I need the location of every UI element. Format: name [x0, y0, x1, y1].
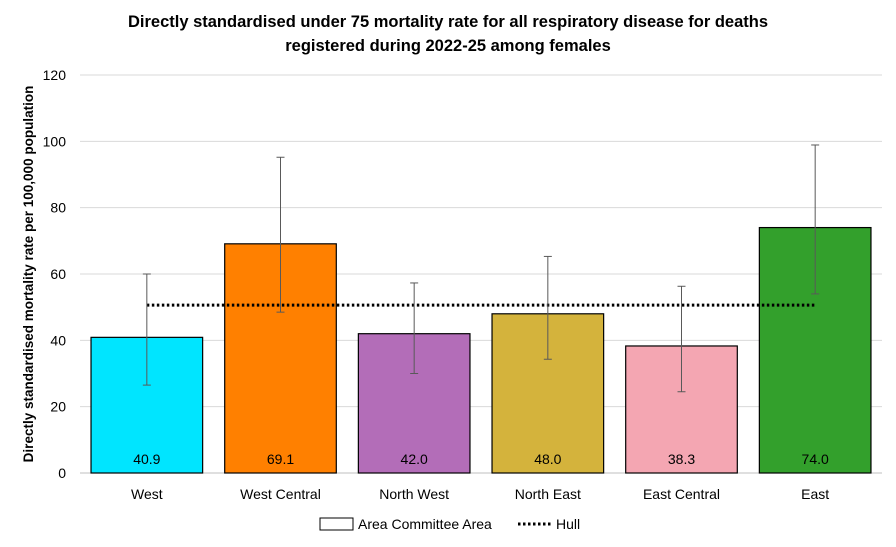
y-tick-label: 100	[43, 133, 67, 149]
data-label: 74.0	[802, 451, 829, 467]
y-tick-label: 60	[50, 266, 66, 282]
error-bars-layer	[142, 144, 820, 393]
legend: Area Committee Area Hull	[319, 516, 580, 532]
bars-layer	[90, 226, 872, 474]
x-tick-label: East Central	[643, 486, 720, 502]
data-label: 40.9	[133, 451, 160, 467]
data-label: 42.0	[401, 451, 428, 467]
data-label: 48.0	[534, 451, 561, 467]
y-tick-label: 40	[50, 332, 66, 348]
legend-swatch-area	[319, 517, 354, 531]
data-label: 38.3	[668, 451, 695, 467]
y-tick-label: 20	[50, 399, 66, 415]
x-tick-label: East	[801, 486, 829, 502]
chart-title-line-1: Directly standardised under 75 mortality…	[128, 13, 768, 31]
y-axis-label: Directly standardised mortality rate per…	[21, 86, 36, 463]
x-tick-label: North West	[379, 486, 449, 502]
y-tick-label: 80	[50, 200, 66, 216]
x-tick-label: North East	[515, 486, 581, 502]
legend-label-area: Area Committee Area	[358, 516, 492, 532]
grid-layer	[80, 74, 882, 474]
data-label: 69.1	[267, 451, 294, 467]
chart-title-line-2: registered during 2022-25 among females	[285, 37, 611, 55]
labels-layer: 0 20 40 60 80 100 120 40.9 West 69.1 West Central 4…	[43, 67, 830, 502]
x-tick-label: West	[131, 486, 163, 502]
y-tick-label: 0	[58, 465, 66, 481]
x-tick-label: West Central	[240, 486, 321, 502]
y-tick-label: 120	[43, 67, 67, 83]
legend-label-hull: Hull	[556, 516, 580, 532]
